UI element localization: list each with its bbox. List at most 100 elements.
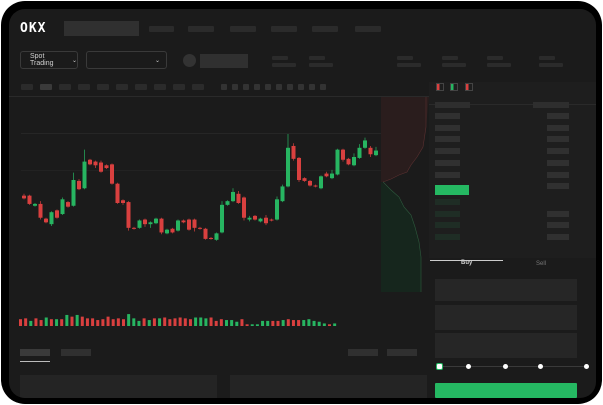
candle-body <box>93 161 98 166</box>
orderbook-row[interactable] <box>533 102 569 108</box>
chart-tool-button[interactable] <box>78 84 90 90</box>
orderbook-row[interactable] <box>547 160 569 166</box>
market-select-button[interactable]: Spot Trading ⌄ <box>20 51 78 69</box>
chart-tool-icon[interactable] <box>265 84 271 90</box>
orderbook-both-icon[interactable] <box>436 83 444 91</box>
search-input[interactable] <box>64 21 139 36</box>
chart-tool-button[interactable] <box>59 84 71 90</box>
price-gridline <box>21 170 381 171</box>
chart-tool-icon[interactable] <box>243 84 249 90</box>
orderbook-row[interactable] <box>435 222 460 228</box>
orderbook-row[interactable] <box>435 113 460 119</box>
volume-bar <box>39 320 43 326</box>
volume-bar <box>127 314 131 326</box>
volume-bar <box>255 324 259 326</box>
buy-tab-underline <box>430 260 503 261</box>
nav-item[interactable] <box>188 26 214 32</box>
buy-button[interactable] <box>435 383 577 398</box>
candle-body <box>220 204 224 233</box>
chart-tool-icon[interactable] <box>221 84 227 90</box>
candlestick-chart[interactable] <box>9 9 596 398</box>
chart-tool-button[interactable] <box>192 84 204 90</box>
orderbook-row[interactable] <box>435 199 460 205</box>
orderbook-row[interactable] <box>547 125 569 131</box>
price-input[interactable] <box>435 279 577 301</box>
orderbook-row[interactable] <box>547 222 569 228</box>
candle-body <box>121 200 125 203</box>
orderbook-row[interactable] <box>435 148 460 154</box>
candle-body <box>60 199 65 215</box>
leverage-slider-track[interactable] <box>439 366 589 367</box>
volume-bar <box>297 320 301 326</box>
nav-item[interactable] <box>230 26 256 32</box>
slider-stop[interactable] <box>503 364 508 369</box>
chart-tool-icon[interactable] <box>232 84 238 90</box>
chart-tool-icon[interactable] <box>287 84 293 90</box>
nav-item[interactable] <box>355 26 381 32</box>
nav-item[interactable] <box>271 26 297 32</box>
orderbook-panel <box>429 82 596 258</box>
orderbook-row[interactable] <box>547 136 569 142</box>
chart-tool-icon[interactable] <box>309 84 315 90</box>
volume-bar <box>132 318 136 326</box>
chart-tool-button[interactable] <box>40 84 52 90</box>
chart-tool-button[interactable] <box>173 84 185 90</box>
nav-item[interactable] <box>149 26 174 32</box>
candle-body <box>143 219 147 225</box>
candle-body <box>291 145 296 159</box>
volume-bar <box>317 321 321 326</box>
stat-item <box>397 56 413 60</box>
sell-tab[interactable]: Sell <box>536 261 547 267</box>
coin-icon <box>183 54 196 67</box>
slider-stop[interactable] <box>584 364 589 369</box>
slider-handle[interactable] <box>436 363 443 370</box>
chart-tool-button[interactable] <box>154 84 166 90</box>
chevron-down-icon: ⌄ <box>154 57 160 64</box>
orderbook-row[interactable] <box>435 160 460 166</box>
orderbook-row[interactable] <box>435 172 460 178</box>
filter-button[interactable] <box>387 349 417 356</box>
orderbook-row[interactable] <box>547 211 569 217</box>
chart-tool-button[interactable] <box>97 84 109 90</box>
divider <box>9 96 596 97</box>
orderbook-buy-icon[interactable] <box>450 83 458 91</box>
chart-tool-icon[interactable] <box>298 84 304 90</box>
orderbook-row[interactable] <box>547 148 569 154</box>
volume-bar <box>44 317 48 326</box>
orderbook-row[interactable] <box>435 211 460 217</box>
orderbook-row[interactable] <box>547 172 569 178</box>
chart-tool-icon[interactable] <box>276 84 282 90</box>
total-input[interactable] <box>435 333 577 358</box>
volume-bar <box>240 319 244 326</box>
bottom-tab-open-orders[interactable] <box>20 349 50 356</box>
bottom-tab-history[interactable] <box>61 349 91 356</box>
chart-tool-button[interactable] <box>116 84 128 90</box>
orderbook-row[interactable] <box>435 234 460 240</box>
chart-tool-button[interactable] <box>21 84 33 90</box>
candle-body <box>192 219 197 228</box>
orderbook-row[interactable] <box>547 113 569 119</box>
volume-bar <box>235 321 239 326</box>
chart-tool-button[interactable] <box>135 84 147 90</box>
slider-stop[interactable] <box>466 364 471 369</box>
candle-body <box>286 147 290 187</box>
amount-input[interactable] <box>435 305 577 330</box>
slider-stop[interactable] <box>538 364 543 369</box>
orderbook-row[interactable] <box>435 102 470 108</box>
orderbook-row[interactable] <box>547 183 569 189</box>
orderbook-row[interactable] <box>435 136 460 142</box>
orderbook-sell-icon[interactable] <box>465 83 473 91</box>
okx-logo[interactable]: OKX <box>20 21 47 36</box>
buy-tab[interactable]: Buy <box>461 260 473 266</box>
volume-bar <box>188 319 192 326</box>
chart-tool-icon[interactable] <box>320 84 326 90</box>
candle-body <box>269 219 274 221</box>
filter-button[interactable] <box>348 349 378 356</box>
orderbook-row[interactable] <box>547 234 569 240</box>
orderbook-row[interactable] <box>435 125 460 131</box>
nav-item[interactable] <box>312 26 338 32</box>
chart-tool-icon[interactable] <box>254 84 260 90</box>
volume-bar <box>49 319 53 326</box>
volume-bar <box>106 316 110 326</box>
pair-select-dropdown[interactable]: ⌄ <box>86 51 167 69</box>
